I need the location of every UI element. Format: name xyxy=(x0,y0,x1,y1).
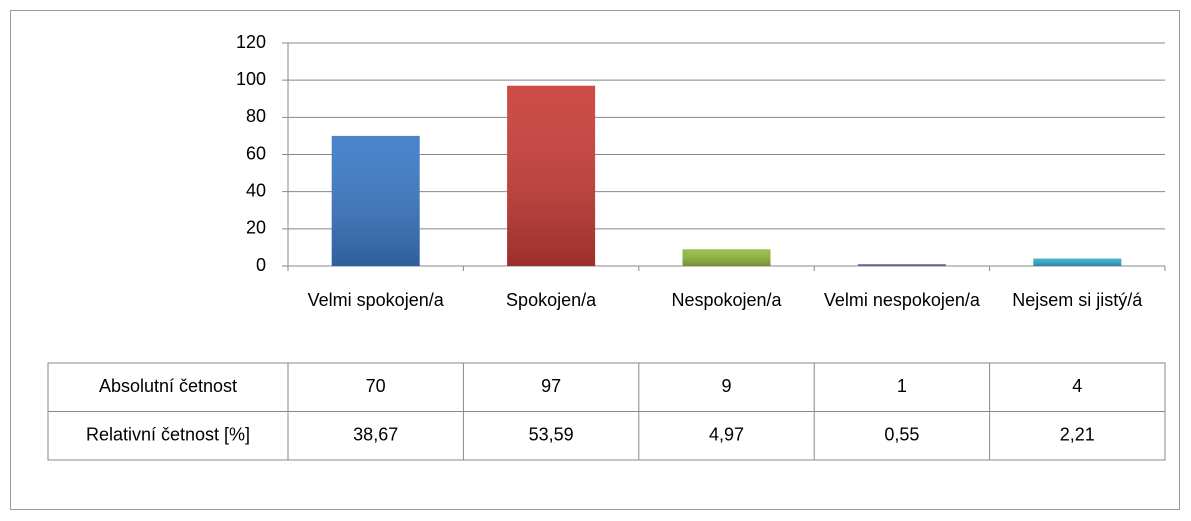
bar-shade xyxy=(682,249,771,266)
table-row-label: Absolutní četnost xyxy=(99,376,237,396)
table-cell: 0,55 xyxy=(884,425,919,445)
table-cell: 97 xyxy=(541,376,561,396)
table-cell: 4,97 xyxy=(709,425,744,445)
x-tick-label: Velmi spokojen/a xyxy=(307,290,444,310)
y-tick-label: 40 xyxy=(246,180,266,200)
table-cell: 9 xyxy=(721,376,731,396)
table-cell: 2,21 xyxy=(1060,425,1095,445)
x-tick-label: Spokojen/a xyxy=(506,290,597,310)
y-tick-label: 100 xyxy=(236,69,266,89)
table-row-label: Relativní četnost [%] xyxy=(86,425,250,445)
bar-shade xyxy=(507,85,596,266)
bar-shade xyxy=(1033,258,1122,266)
bar-shade xyxy=(331,135,420,266)
table-cell: 70 xyxy=(366,376,386,396)
table-cell: 38,67 xyxy=(353,425,398,445)
y-tick-label: 60 xyxy=(246,143,266,163)
x-tick-label: Nejsem si jistý/á xyxy=(1012,290,1143,310)
y-tick-label: 20 xyxy=(246,218,266,238)
table-cell: 4 xyxy=(1072,376,1082,396)
x-tick-label: Nespokojen/a xyxy=(671,290,782,310)
y-tick-label: 120 xyxy=(236,32,266,52)
table-cell: 1 xyxy=(897,376,907,396)
frame xyxy=(10,10,1180,510)
y-tick-label: 0 xyxy=(256,255,266,275)
bar-shade xyxy=(857,264,946,266)
x-tick-label: Velmi nespokojen/a xyxy=(823,290,980,310)
table-cell: 53,59 xyxy=(529,425,574,445)
y-tick-label: 80 xyxy=(246,106,266,126)
